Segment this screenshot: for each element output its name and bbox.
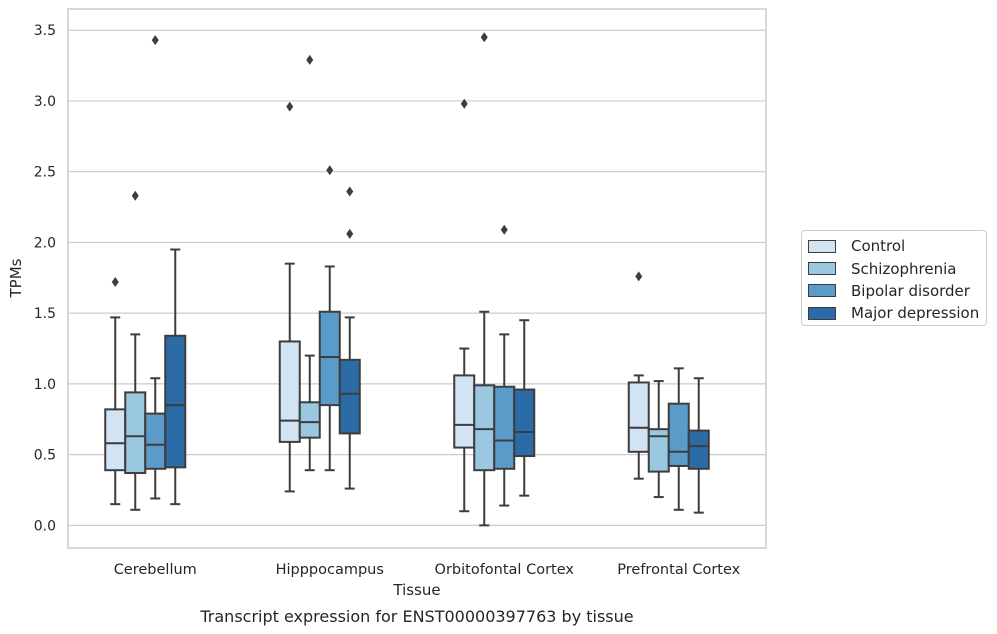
box-iqr: [687, 429, 710, 470]
box-iqr: [124, 391, 147, 475]
legend-swatch: [808, 239, 836, 253]
box-bipolar-disorder: [667, 367, 690, 511]
legend-label: Major depression: [851, 304, 980, 323]
y-axis-ticks: 0.0 0.5 1.0 1.5 2.0 2.5 3.0 3.5: [34, 23, 56, 534]
outlier-point: [131, 190, 139, 201]
x-axis-label: Tissue: [392, 581, 440, 599]
box-control: [104, 277, 127, 506]
box-iqr: [298, 401, 321, 439]
box-major-depression: [687, 377, 710, 514]
y-tick-label: 3.5: [34, 23, 56, 39]
box-major-depression: [338, 186, 361, 490]
box-bipolar-disorder: [144, 35, 167, 500]
legend-label: Control: [851, 237, 906, 256]
y-tick-label: 1.5: [34, 306, 56, 322]
x-tick-label: Orbitofontal Cortex: [435, 562, 575, 578]
box-iqr: [627, 381, 650, 453]
outlier-point: [346, 186, 354, 197]
box-major-depression: [513, 319, 536, 497]
box-iqr: [164, 334, 187, 469]
legend-swatch: [808, 306, 836, 320]
chart-caption: Transcript expression for ENST0000039776…: [200, 607, 634, 626]
x-tick-label: Cerebellum: [114, 562, 197, 578]
outlier-point: [326, 165, 334, 176]
outlier-point: [635, 271, 643, 282]
box-schizophrenia: [647, 380, 670, 499]
legend-swatch: [808, 284, 836, 298]
outlier-point: [480, 32, 488, 43]
box-iqr: [318, 310, 341, 407]
y-tick-label: 3.0: [34, 94, 56, 110]
box-iqr: [278, 340, 301, 443]
outlier-point: [151, 35, 159, 46]
y-tick-label: 0.5: [34, 448, 56, 464]
box-bipolar-disorder: [318, 165, 341, 472]
outlier-point: [306, 54, 314, 65]
legend-label: Schizophrenia: [851, 259, 957, 278]
legend-item: Major depression: [808, 302, 986, 324]
outlier-point: [460, 98, 468, 109]
box-control: [278, 101, 301, 493]
x-tick-label: Prefrontal Cortex: [617, 562, 740, 578]
y-tick-label: 1.0: [34, 377, 56, 393]
outlier-point: [111, 277, 119, 288]
x-tick-label: Hipppocampus: [276, 562, 384, 578]
y-tick-label: 2.5: [34, 165, 56, 181]
box-plots: [104, 32, 710, 527]
box-iqr: [453, 374, 476, 449]
outlier-point: [500, 224, 508, 235]
outlier-point: [346, 228, 354, 239]
legend: Control Schizophrenia Bipolar disorder Majo…: [801, 230, 987, 326]
box-iqr: [493, 385, 516, 470]
box-control: [627, 271, 650, 480]
legend-item: Control: [808, 235, 986, 257]
box-iqr: [667, 402, 690, 467]
y-axis-label: TPMs: [7, 258, 25, 298]
box-schizophrenia: [124, 190, 147, 511]
box-iqr: [104, 408, 127, 472]
plot-frame: [67, 8, 767, 549]
outlier-point: [286, 101, 294, 112]
legend-item: Bipolar disorder: [808, 280, 986, 302]
y-tick-label: 2.0: [34, 235, 56, 251]
box-iqr: [144, 412, 167, 470]
legend-item: Schizophrenia: [808, 257, 986, 279]
box-iqr: [513, 388, 536, 458]
box-bipolar-disorder: [493, 224, 516, 507]
box-control: [453, 98, 476, 513]
y-tick-label: 0.0: [34, 518, 56, 534]
box-major-depression: [164, 248, 187, 506]
legend-swatch: [808, 262, 836, 276]
legend-label: Bipolar disorder: [851, 281, 970, 300]
box-schizophrenia: [473, 32, 496, 527]
box-iqr: [338, 358, 361, 435]
x-axis-ticks: Cerebellum Hipppocampus Orbitofontal Corte…: [114, 562, 741, 578]
box-iqr: [473, 384, 496, 472]
box-schizophrenia: [298, 54, 321, 472]
